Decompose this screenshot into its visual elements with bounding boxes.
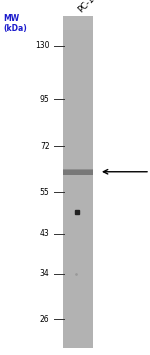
Bar	[63, 16, 93, 348]
Bar	[63, 169, 93, 170]
Text: 95: 95	[40, 95, 50, 104]
Text: PC-12: PC-12	[76, 0, 100, 14]
Text: 43: 43	[40, 229, 50, 239]
Text: 26: 26	[40, 315, 50, 324]
Bar	[63, 16, 93, 30]
Text: 34: 34	[40, 269, 50, 278]
Text: MW
(kDa): MW (kDa)	[3, 14, 27, 33]
Text: 55: 55	[40, 188, 50, 197]
Text: 72: 72	[40, 142, 50, 151]
Bar	[63, 169, 93, 175]
Text: 130: 130	[35, 42, 50, 50]
